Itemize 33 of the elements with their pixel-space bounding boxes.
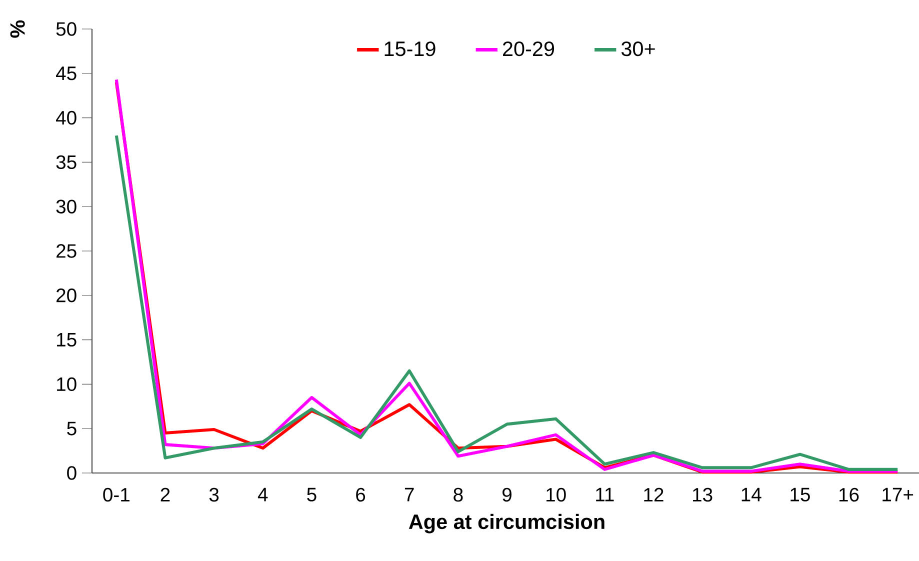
y-tick-label: 50 [56,22,76,36]
x-tick-label: 6 [356,488,366,502]
legend-label: 15-19 [384,41,436,56]
y-tick-label: 20 [56,288,76,302]
x-tick-label: 13 [693,488,712,502]
x-tick-label: 17+ [882,488,914,502]
y-tick-label: 40 [56,110,76,125]
x-tick-label: 10 [546,488,566,502]
legend-label: 30+ [621,41,655,56]
legend-label: 20-29 [502,41,554,56]
y-tick-label: 30 [56,200,76,214]
x-tick-label: 14 [742,488,762,502]
y-tick-label: 25 [56,244,76,258]
x-tick-label: 9 [502,488,512,502]
x-tick-label: 0-1 [103,488,130,502]
x-tick-label: 15 [790,488,810,502]
x-axis-title: Age at circumcision [408,514,604,534]
x-tick-label: 4 [258,488,268,502]
y-tick-label: 15 [57,333,76,347]
x-tick-label: 5 [307,488,316,502]
x-tick-label: 7 [404,488,414,502]
x-tick-label: 12 [644,488,664,502]
y-tick-label: 0 [67,466,76,480]
x-tick-label: 11 [596,488,614,502]
y-tick-label: 10 [57,377,76,392]
x-tick-label: 3 [209,488,219,502]
y-tick-label: 45 [56,66,76,80]
y-tick-label: 35 [56,155,76,170]
y-tick-label: 5 [67,422,76,436]
x-tick-label: 2 [160,488,170,502]
y-axis-title: % [10,20,25,38]
x-tick-label: 16 [839,488,859,502]
x-tick-label: 8 [454,488,463,502]
